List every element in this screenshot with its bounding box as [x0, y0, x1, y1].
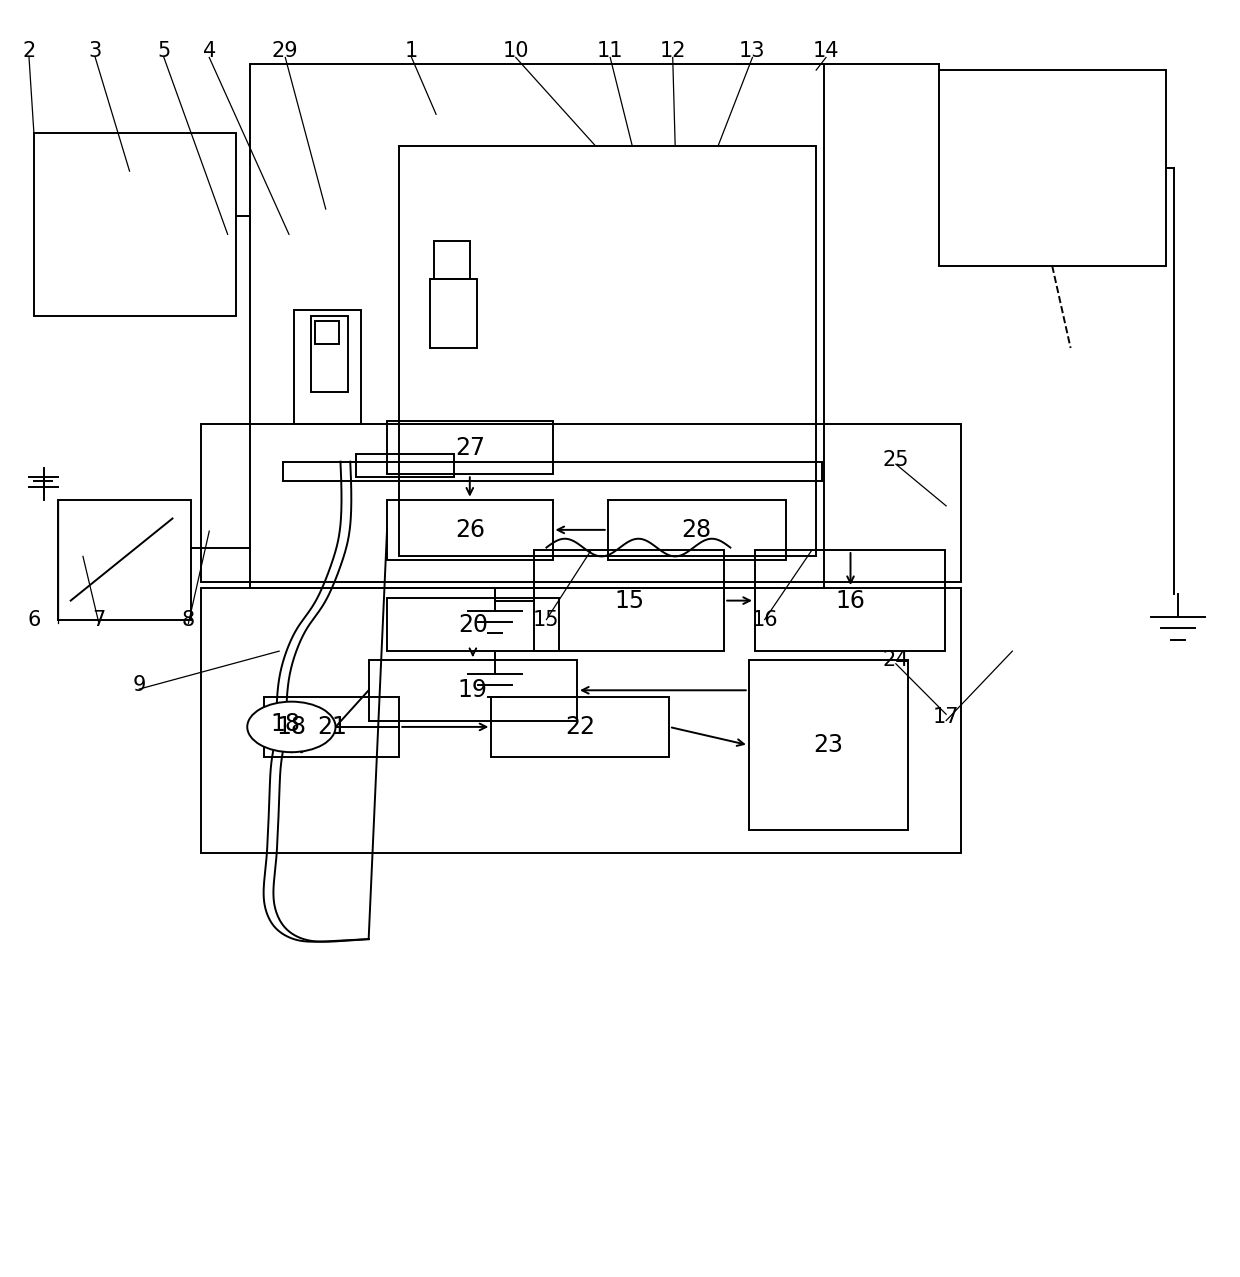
Bar [387, 421, 553, 474]
Bar [939, 70, 1166, 266]
Text: 8: 8 [182, 609, 195, 630]
Bar [58, 499, 191, 619]
Text: 21: 21 [317, 715, 347, 739]
Text: 23: 23 [813, 733, 843, 757]
Text: 16: 16 [835, 589, 864, 613]
Bar [749, 660, 908, 830]
Text: 29: 29 [272, 41, 299, 61]
Text: 18: 18 [277, 715, 306, 739]
Bar [434, 240, 470, 278]
Text: 9: 9 [133, 676, 146, 695]
Bar [608, 499, 785, 561]
Bar [201, 587, 961, 853]
Bar [249, 64, 823, 587]
Text: 17: 17 [932, 706, 960, 727]
Bar [491, 696, 670, 757]
Text: 11: 11 [596, 41, 624, 61]
Text: 10: 10 [502, 41, 529, 61]
Bar [368, 660, 577, 720]
Bar [294, 310, 361, 424]
Text: 28: 28 [682, 518, 712, 541]
Text: 20: 20 [458, 613, 487, 637]
Bar [201, 424, 961, 581]
Text: 27: 27 [455, 435, 485, 460]
Text: 4: 4 [202, 41, 216, 61]
Bar [311, 317, 347, 392]
Bar [387, 598, 559, 651]
Text: 26: 26 [455, 518, 485, 541]
Bar [534, 550, 724, 651]
Bar [264, 696, 399, 757]
Text: 7: 7 [92, 609, 105, 630]
Text: 1: 1 [405, 41, 418, 61]
Text: 14: 14 [812, 41, 839, 61]
Text: 13: 13 [739, 41, 765, 61]
Text: 5: 5 [157, 41, 171, 61]
Bar [356, 455, 455, 476]
Text: 25: 25 [883, 451, 909, 470]
Bar [315, 322, 340, 345]
Text: 24: 24 [883, 650, 909, 670]
Text: 15: 15 [614, 589, 645, 613]
Ellipse shape [247, 701, 336, 752]
Bar [755, 550, 945, 651]
Bar [399, 146, 816, 557]
Text: 22: 22 [565, 715, 595, 739]
Text: 16: 16 [751, 609, 777, 630]
Text: 3: 3 [88, 41, 102, 61]
Text: 6: 6 [27, 609, 41, 630]
Text: 15: 15 [533, 609, 559, 630]
Text: 12: 12 [660, 41, 686, 61]
Bar [387, 499, 553, 561]
Text: 18: 18 [270, 713, 300, 737]
Text: 19: 19 [458, 678, 487, 702]
Bar [33, 133, 237, 317]
Text: 2: 2 [22, 41, 36, 61]
Bar [430, 278, 476, 349]
